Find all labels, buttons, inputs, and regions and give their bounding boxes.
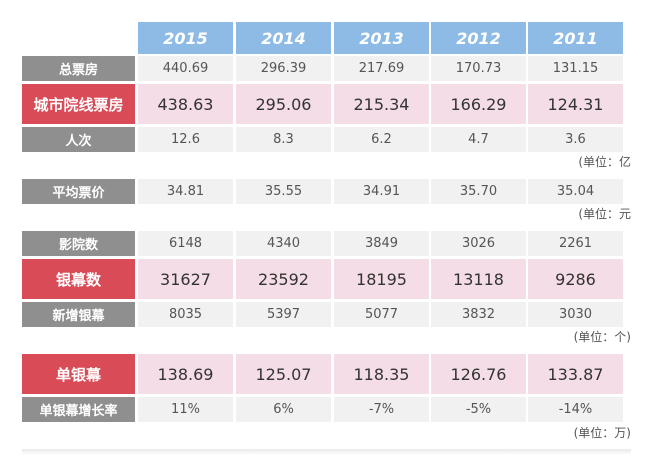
data-cell: 4340 <box>236 231 331 256</box>
row-label: 银幕数 <box>22 259 135 299</box>
data-cell: 35.04 <box>528 179 623 204</box>
row-label: 新增银幕 <box>22 302 135 327</box>
row-label: 平均票价 <box>22 179 135 204</box>
data-cell: 2261 <box>528 231 623 256</box>
data-cell: 296.39 <box>236 56 331 81</box>
table-shadow <box>22 449 631 455</box>
unit-note: (单位：元 <box>578 207 631 221</box>
data-cell: 8.3 <box>236 127 331 152</box>
row-label: 影院数 <box>22 231 135 256</box>
data-cell: -5% <box>431 397 526 422</box>
data-cell: 440.69 <box>138 56 233 81</box>
year-header: 2015 <box>138 22 233 54</box>
data-cell: 6.2 <box>334 127 429 152</box>
unit-note: (单位：万) <box>573 426 631 440</box>
data-cell: 11% <box>138 397 233 422</box>
data-cell: 34.91 <box>334 179 429 204</box>
data-cell: 3.6 <box>528 127 623 152</box>
data-cell: 170.73 <box>431 56 526 81</box>
data-cell: 4.7 <box>431 127 526 152</box>
year-header: 2011 <box>528 22 623 54</box>
data-cell: 166.29 <box>431 84 526 124</box>
data-cell: 12.6 <box>138 127 233 152</box>
data-cell: -14% <box>528 397 623 422</box>
data-cell: 131.15 <box>528 56 623 81</box>
row-label: 总票房 <box>22 56 135 81</box>
data-cell: 3026 <box>431 231 526 256</box>
data-cell: 13118 <box>431 259 526 299</box>
data-cell: 217.69 <box>334 56 429 81</box>
year-header: 2013 <box>334 22 429 54</box>
data-cell: 3832 <box>431 302 526 327</box>
data-cell: 133.87 <box>528 354 623 394</box>
data-cell: -7% <box>334 397 429 422</box>
row-label: 单银幕 <box>22 354 135 394</box>
data-cell: 23592 <box>236 259 331 299</box>
data-cell: 8035 <box>138 302 233 327</box>
data-cell: 35.55 <box>236 179 331 204</box>
data-cell: 3030 <box>528 302 623 327</box>
data-cell: 295.06 <box>236 84 331 124</box>
unit-note: (单位：个) <box>573 330 631 344</box>
data-cell: 124.31 <box>528 84 623 124</box>
data-cell: 31627 <box>138 259 233 299</box>
data-cell: 9286 <box>528 259 623 299</box>
data-cell: 35.70 <box>431 179 526 204</box>
unit-note: (单位：亿 <box>578 155 631 169</box>
year-header: 2012 <box>431 22 526 54</box>
data-cell: 6% <box>236 397 331 422</box>
data-cell: 34.81 <box>138 179 233 204</box>
row-label: 单银幕增长率 <box>22 397 135 422</box>
year-header: 2014 <box>236 22 331 54</box>
data-cell: 5397 <box>236 302 331 327</box>
data-cell: 5077 <box>334 302 429 327</box>
data-cell: 138.69 <box>138 354 233 394</box>
row-label: 人次 <box>22 127 135 152</box>
data-cell: 125.07 <box>236 354 331 394</box>
data-cell: 18195 <box>334 259 429 299</box>
data-cell: 3849 <box>334 231 429 256</box>
data-cell: 118.35 <box>334 354 429 394</box>
data-cell: 6148 <box>138 231 233 256</box>
data-cell: 438.63 <box>138 84 233 124</box>
row-label: 城市院线票房 <box>22 84 135 124</box>
data-cell: 126.76 <box>431 354 526 394</box>
data-cell: 215.34 <box>334 84 429 124</box>
